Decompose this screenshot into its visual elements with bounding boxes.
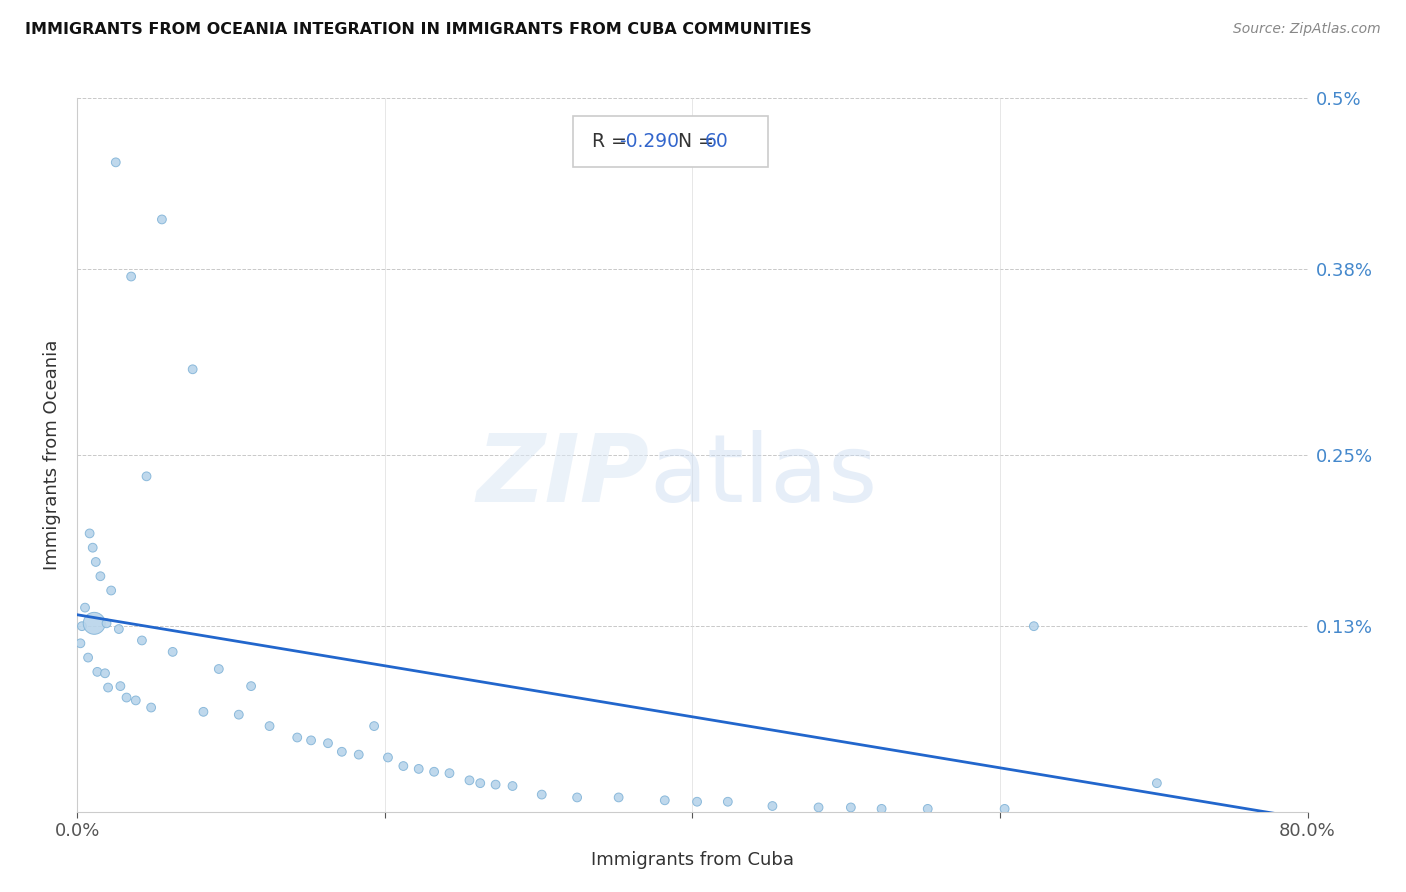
Point	[316, 736, 339, 750]
Point	[686, 795, 709, 809]
Point	[565, 790, 588, 805]
Point	[917, 802, 939, 816]
Point	[299, 733, 322, 747]
Point	[115, 690, 138, 705]
Point	[125, 693, 148, 707]
Point	[470, 776, 492, 790]
Point	[994, 802, 1017, 816]
Point	[70, 619, 93, 633]
Point	[839, 800, 862, 814]
Text: atlas: atlas	[650, 430, 877, 523]
Point	[150, 212, 173, 227]
Point	[141, 700, 163, 714]
Point	[408, 762, 430, 776]
Point	[97, 681, 120, 695]
Point	[347, 747, 370, 762]
Point	[110, 679, 132, 693]
Point	[363, 719, 385, 733]
Text: -0.290: -0.290	[619, 132, 679, 151]
Point	[135, 469, 157, 483]
Point	[83, 616, 105, 631]
X-axis label: Immigrants from Cuba: Immigrants from Cuba	[591, 851, 794, 869]
Point	[86, 665, 108, 679]
Point	[439, 766, 461, 780]
Point	[392, 759, 415, 773]
Point	[458, 773, 481, 788]
Point	[82, 541, 104, 555]
Point	[240, 679, 263, 693]
Point	[377, 750, 399, 764]
Point	[1022, 619, 1045, 633]
Point	[84, 555, 107, 569]
Point	[89, 569, 111, 583]
Point	[530, 788, 553, 802]
Point	[193, 705, 215, 719]
Point	[73, 600, 96, 615]
Point	[131, 633, 153, 648]
Point	[100, 583, 122, 598]
Point	[717, 795, 740, 809]
Point	[485, 778, 508, 792]
Point	[607, 790, 630, 805]
Point	[69, 636, 91, 650]
Point	[807, 800, 830, 814]
Text: Source: ZipAtlas.com: Source: ZipAtlas.com	[1233, 22, 1381, 37]
Point	[79, 526, 101, 541]
Text: 60: 60	[704, 132, 728, 151]
Point	[120, 269, 142, 284]
Point	[181, 362, 204, 376]
Point	[761, 799, 783, 814]
Point	[208, 662, 231, 676]
Point	[108, 622, 131, 636]
Point	[228, 707, 250, 722]
Point	[654, 793, 676, 807]
FancyBboxPatch shape	[574, 116, 768, 168]
Point	[77, 650, 100, 665]
Text: N =: N =	[678, 132, 720, 151]
Point	[104, 155, 127, 169]
Text: IMMIGRANTS FROM OCEANIA INTEGRATION IN IMMIGRANTS FROM CUBA COMMUNITIES: IMMIGRANTS FROM OCEANIA INTEGRATION IN I…	[25, 22, 811, 37]
Point	[330, 745, 353, 759]
Point	[502, 779, 524, 793]
Point	[94, 666, 117, 681]
Point	[423, 764, 446, 779]
Point	[259, 719, 281, 733]
Point	[285, 731, 308, 745]
Point	[96, 616, 118, 631]
Point	[162, 645, 184, 659]
Text: R =: R =	[592, 132, 633, 151]
Y-axis label: Immigrants from Oceania: Immigrants from Oceania	[44, 340, 62, 570]
Point	[870, 802, 893, 816]
Text: ZIP: ZIP	[477, 430, 650, 523]
Point	[1146, 776, 1168, 790]
